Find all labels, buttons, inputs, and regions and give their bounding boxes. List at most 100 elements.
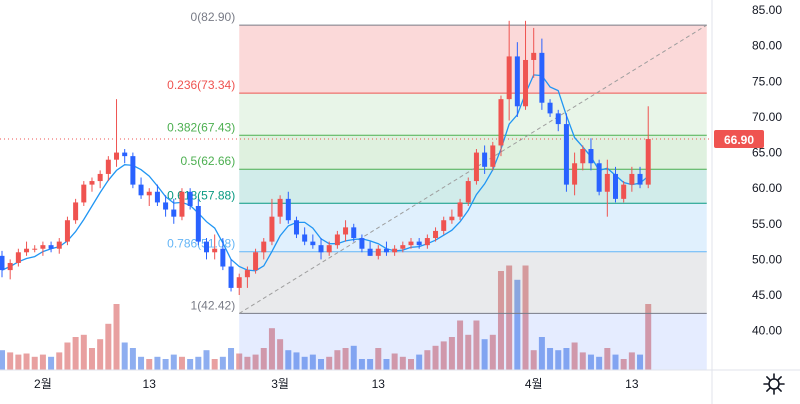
time-tick-label: 4월 [525,377,543,391]
candle-body [277,198,283,217]
volume-bar [530,350,537,370]
candle-body [154,191,160,203]
price-tick-label: 65.00 [752,146,782,160]
volume-bar [203,350,210,370]
candle-body [0,255,5,271]
volume-bar [129,348,136,370]
candle-body [473,152,479,182]
volume-bar [563,348,570,370]
volume-bar [72,337,79,370]
volume-bar [465,334,472,370]
price-tick-label: 45.00 [752,288,782,302]
gear-icon[interactable] [760,370,788,398]
candle-body [498,99,504,146]
volume-bar [23,353,30,370]
volume-bar [424,350,431,370]
candle-body [48,245,54,249]
volume-bar [88,348,95,370]
price-tick-label: 75.00 [752,74,782,88]
volume-bar [138,356,145,370]
candle-body [465,181,471,203]
volume-bar [342,348,349,370]
candle-body [114,152,120,160]
volume-bar [293,352,300,370]
price-tick-label: 85.00 [752,3,782,17]
candle-body [40,245,46,249]
fib-level-label: 0.786(51.08) [167,237,235,251]
volume-bar [481,339,488,370]
volume-bar [178,356,185,370]
volume-bar [64,342,71,370]
chart-settings-button[interactable] [760,370,788,398]
candle-body [449,216,455,221]
candle-body [629,173,635,185]
price-axis-background [712,0,800,404]
volume-bar [268,328,275,370]
volume-bar [440,341,447,370]
candle-body [547,102,553,114]
candle-body [334,234,340,246]
time-tick-label: 2월 [34,377,52,391]
price-tick-label: 80.00 [752,39,782,53]
candle-body [359,238,365,249]
fib-zone [239,203,707,252]
volume-bar [489,334,496,370]
candle-body [490,145,496,167]
volume-bar [457,320,464,370]
candle-body [220,248,226,267]
volume-bar [301,356,308,370]
volume-bar [285,350,292,370]
candle-body [531,52,537,60]
candle-body [97,173,103,182]
candle-body [163,202,169,210]
price-tick-label: 70.00 [752,110,782,124]
candle-body [539,52,545,103]
volume-bar [497,271,504,370]
candle-body [645,139,651,185]
candle-body [195,205,201,242]
candle-body [433,230,439,239]
candle-body [580,149,586,164]
candle-body [367,248,373,256]
candle-body [253,252,259,271]
volume-bar [31,356,38,370]
volume-bar [383,359,390,370]
candle-body [523,59,529,107]
candle-body [563,124,569,185]
candle-body [416,241,422,246]
volume-bar [39,354,46,370]
fib-zone [239,169,707,204]
volume-bar [522,265,529,370]
candle-body [105,159,111,174]
volume-bar [326,356,333,370]
candle-body [637,173,643,185]
volume-bar [645,304,652,370]
time-tick-label: 13 [372,377,386,391]
candle-body [64,220,70,242]
candle-body [24,248,30,253]
volume-bar [105,323,112,370]
volume-bar [244,356,251,370]
candle-body [457,202,463,217]
fib-zone [239,93,707,136]
candle-body [146,191,152,196]
candle-body [588,149,594,164]
volume-bar [146,359,153,370]
volume-bar [48,356,55,370]
volume-bar [555,350,562,370]
price-tick-label: 50.00 [752,252,782,266]
candle-body [351,227,357,239]
candle-body [506,56,512,100]
volume-bar [538,337,545,370]
volume-bar [448,337,455,370]
candle-body [293,220,299,235]
candle-body [171,209,177,217]
candle-body [7,262,13,271]
volume-bar [637,354,644,370]
candle-body [441,220,447,231]
volume-bar [97,339,104,370]
fib-zone [239,313,707,370]
fib-level-label: 0.5(62.66) [181,154,236,168]
